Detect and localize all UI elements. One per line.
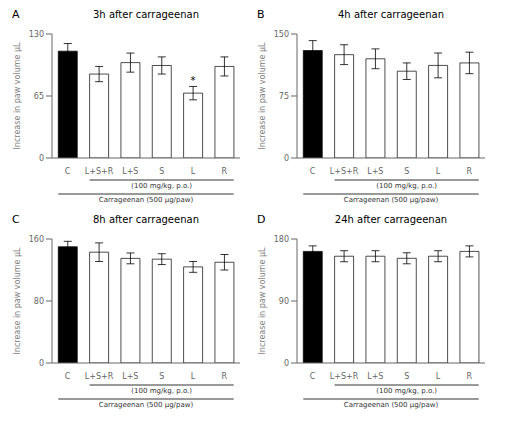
svg-text:Increase in paw volume μL: Increase in paw volume μL <box>13 247 22 355</box>
svg-text:Increase in paw volume μL: Increase in paw volume μL <box>13 42 22 150</box>
svg-text:L+S: L+S <box>367 372 383 381</box>
svg-text:C: C <box>310 372 316 381</box>
svg-text:80: 80 <box>34 297 44 306</box>
svg-text:L: L <box>436 372 441 381</box>
html-text:C: C <box>12 213 20 226</box>
svg-text:(100 mg/kg, p.o.): (100 mg/kg, p.o.) <box>131 387 192 395</box>
svg-text:(100 mg/kg, p.o.): (100 mg/kg, p.o.) <box>376 387 437 395</box>
svg-text:Increase in paw volume μL: Increase in paw volume μL <box>258 247 267 355</box>
svg-text:(100 mg/kg, p.o.): (100 mg/kg, p.o.) <box>131 182 192 190</box>
svg-text:180: 180 <box>274 235 289 244</box>
html-text:D: D <box>257 213 266 226</box>
svg-text:Carrageenan (500 μg/paw): Carrageenan (500 μg/paw) <box>344 401 439 409</box>
svg-text:75: 75 <box>279 92 289 101</box>
svg-text:S: S <box>404 167 409 176</box>
svg-text:160: 160 <box>29 235 44 244</box>
svg-text:L+S: L+S <box>122 167 138 176</box>
svg-text:L: L <box>191 372 196 381</box>
svg-text:L+S+R: L+S+R <box>330 372 359 381</box>
svg-text:0: 0 <box>284 154 289 163</box>
svg-text:R: R <box>467 372 473 381</box>
html-text:B: B <box>257 8 265 21</box>
svg-text:L: L <box>191 167 196 176</box>
svg-text:0: 0 <box>39 154 44 163</box>
svg-text:Carrageenan (500 μg/paw): Carrageenan (500 μg/paw) <box>99 401 194 409</box>
svg-text:Carrageenan (500 μg/paw): Carrageenan (500 μg/paw) <box>344 196 439 204</box>
svg-text:*: * <box>191 75 196 86</box>
svg-text:S: S <box>404 372 409 381</box>
svg-text:0: 0 <box>39 359 44 368</box>
svg-text:C: C <box>65 167 71 176</box>
html-text:A: A <box>12 8 20 21</box>
html-text:4h after carrageenan: 4h after carrageenan <box>338 9 444 20</box>
svg-text:0: 0 <box>284 359 289 368</box>
svg-text:L+S+R: L+S+R <box>85 167 114 176</box>
svg-text:S: S <box>159 167 164 176</box>
svg-text:L+S: L+S <box>122 372 138 381</box>
html-text:3h after carrageenan: 3h after carrageenan <box>93 9 199 20</box>
svg-text:Increase in paw volume μL: Increase in paw volume μL <box>258 42 267 150</box>
svg-text:90: 90 <box>279 297 289 306</box>
svg-text:R: R <box>467 167 473 176</box>
svg-text:Carrageenan (500 μg/paw): Carrageenan (500 μg/paw) <box>99 196 194 204</box>
svg-text:L+S+R: L+S+R <box>330 167 359 176</box>
svg-text:S: S <box>159 372 164 381</box>
svg-text:130: 130 <box>29 30 44 39</box>
html-text:8h after carrageenan: 8h after carrageenan <box>93 214 199 225</box>
svg-text:R: R <box>222 372 228 381</box>
svg-text:(100 mg/kg, p.o.): (100 mg/kg, p.o.) <box>376 182 437 190</box>
svg-text:C: C <box>65 372 71 381</box>
svg-text:150: 150 <box>274 30 289 39</box>
svg-text:R: R <box>222 167 228 176</box>
svg-text:L+S: L+S <box>367 167 383 176</box>
svg-text:C: C <box>310 167 316 176</box>
svg-text:L: L <box>436 167 441 176</box>
html-text:24h after carrageenan: 24h after carrageenan <box>334 214 448 225</box>
svg-text:65: 65 <box>34 92 44 101</box>
svg-text:L+S+R: L+S+R <box>85 372 114 381</box>
